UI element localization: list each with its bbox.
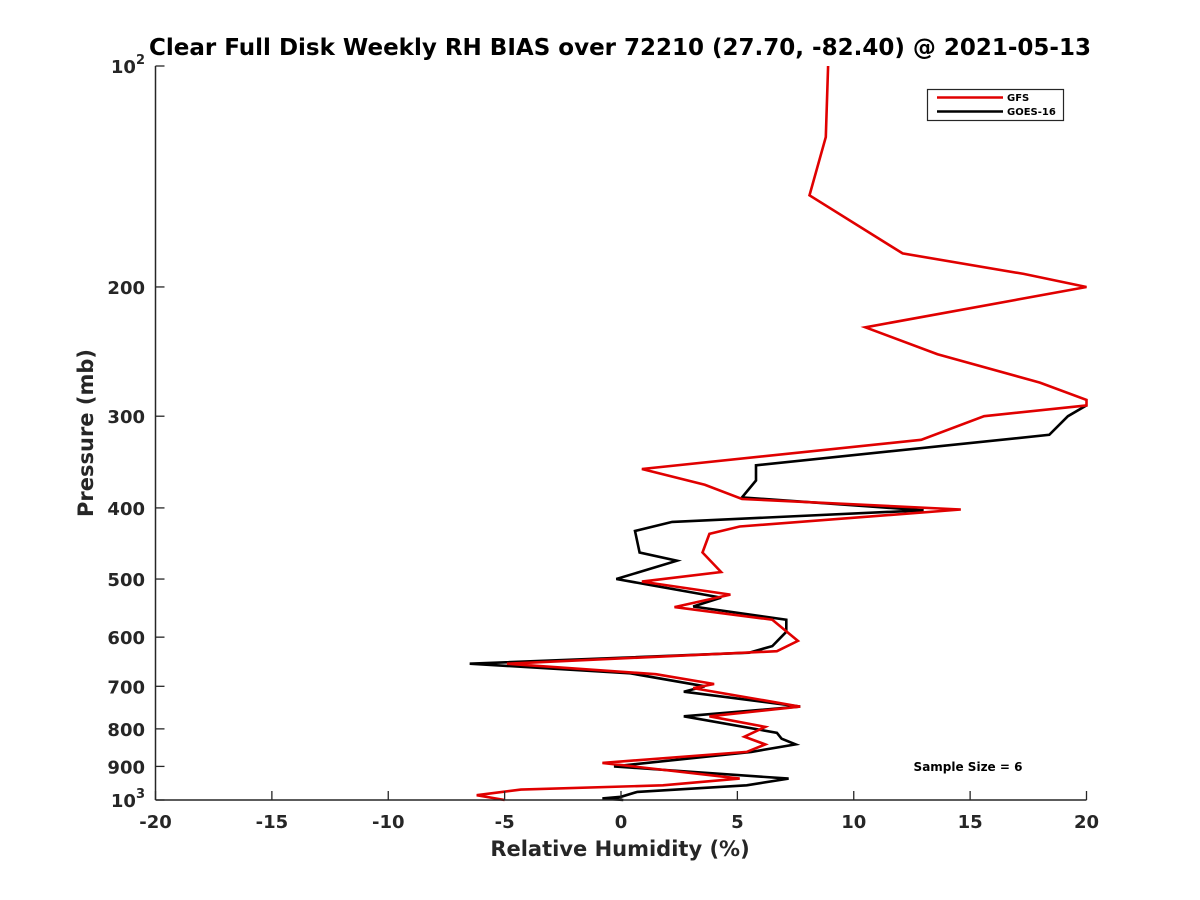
y-tick-label: 800	[107, 720, 145, 741]
x-tick-label: -20	[139, 812, 172, 833]
y-tick-label: 200	[107, 278, 145, 299]
x-tick-label: 0	[615, 812, 628, 833]
x-axis-label: Relative Humidity (%)	[490, 837, 749, 861]
legend-box	[926, 88, 1065, 122]
x-tick-label: -15	[256, 812, 289, 833]
y-tick-label: 700	[107, 677, 145, 698]
y-tick-base: 800	[107, 720, 145, 741]
y-tick-base: 500	[107, 570, 145, 591]
y-tick-base: 200	[107, 278, 145, 299]
series-line-gfs	[476, 65, 1088, 802]
y-tick-label: 600	[107, 628, 145, 649]
x-tick-label: -5	[495, 812, 515, 833]
y-tick-base: 300	[107, 407, 145, 428]
x-tick-label: -10	[372, 812, 405, 833]
y-axis-label: Pressure (mb)	[74, 349, 98, 517]
chart-title: Clear Full Disk Weekly RH BIAS over 7221…	[149, 35, 1091, 61]
y-tick-exponent: 2	[136, 53, 145, 68]
y-tick-base: 400	[107, 499, 145, 520]
series-line-goes16	[469, 404, 1088, 802]
series-layer	[469, 65, 1088, 802]
y-tick-label: 900	[107, 757, 145, 778]
y-tick-base: 10	[111, 791, 136, 812]
x-axis-ticks: -20 -15 -10 -5 0 5 10 15 20	[139, 791, 1099, 833]
y-tick-base: 900	[107, 757, 145, 778]
y-tick-label: 102	[111, 53, 145, 78]
x-tick-label: 5	[731, 812, 744, 833]
y-tick-base: 600	[107, 628, 145, 649]
x-tick-label: 15	[958, 812, 983, 833]
x-tick-label: 10	[841, 812, 866, 833]
y-tick-label: 500	[107, 570, 145, 591]
y-tick-label: 400	[107, 499, 145, 520]
y-tick-label: 300	[107, 407, 145, 428]
x-tick-label: 20	[1074, 812, 1099, 833]
y-tick-base: 700	[107, 677, 145, 698]
y-tick-base: 10	[111, 57, 136, 78]
legend-label-gfs: GFS	[1007, 93, 1029, 104]
legend: GFS GOES-16	[926, 88, 1065, 122]
y-tick-exponent: 3	[136, 787, 145, 802]
y-tick-label: 103	[111, 787, 145, 812]
legend-label-goes16: GOES-16	[1007, 107, 1056, 118]
plot-area	[154, 65, 1088, 802]
sample-size-annotation: Sample Size = 6	[914, 760, 1023, 774]
